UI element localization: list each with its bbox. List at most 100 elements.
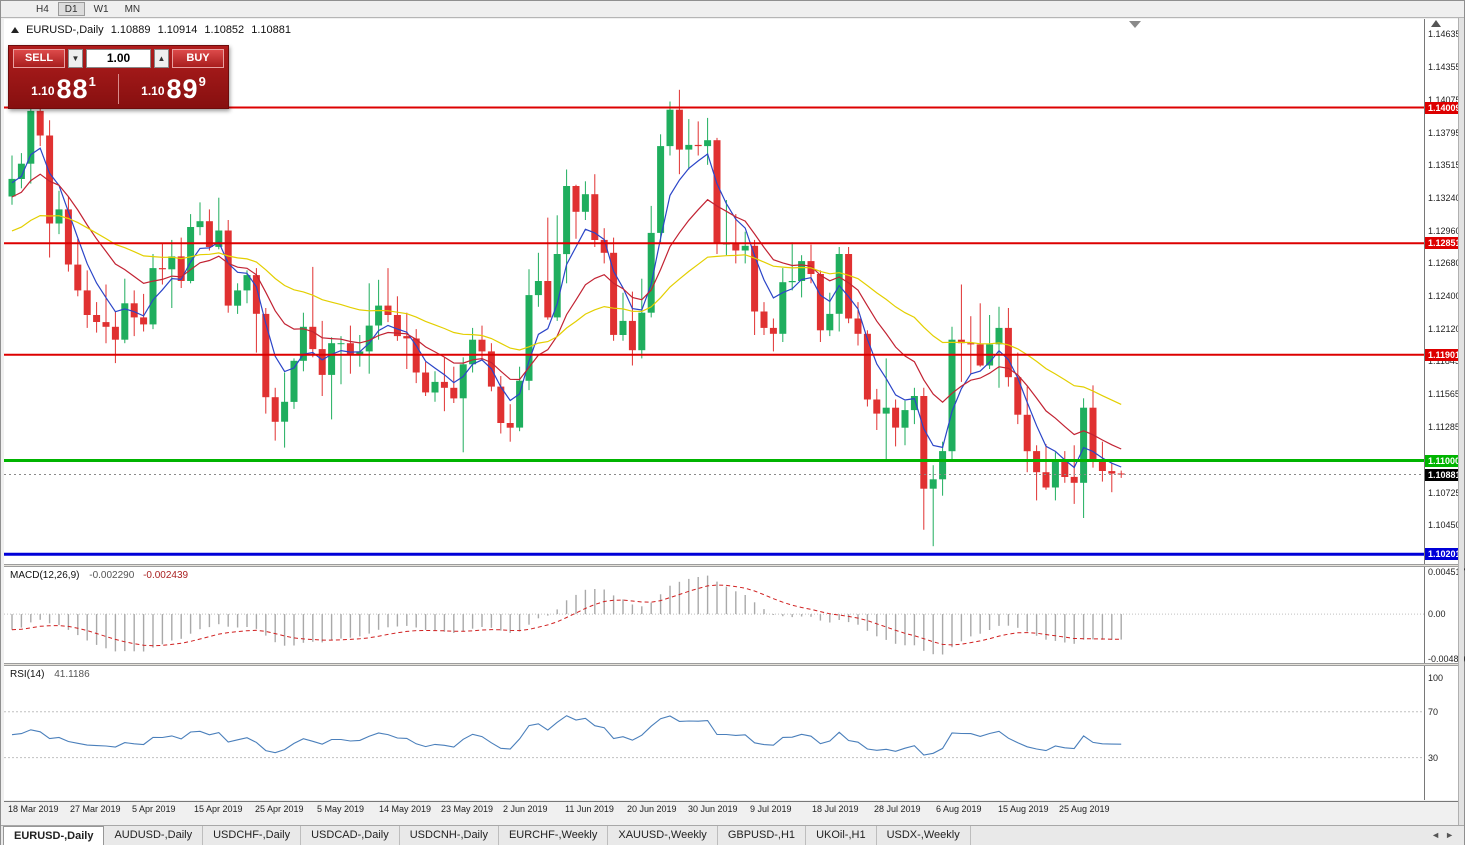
rsi-title: RSI(14) xyxy=(10,669,45,680)
sell-button[interactable]: SELL xyxy=(13,49,65,68)
date-label: 6 Aug 2019 xyxy=(936,804,982,814)
chart-tab-eurusd[interactable]: EURUSD-,Daily xyxy=(3,826,105,845)
date-label: 5 Apr 2019 xyxy=(132,804,176,814)
price-axis[interactable]: 1.14635 1.14355 1.14075 1.13795 1.13515 1.132… xyxy=(1424,19,1465,800)
price-scale-marker-icon xyxy=(1431,20,1441,27)
price-chart-panel[interactable]: EURUSD-,Daily 1.10889 1.10914 1.10852 1.… xyxy=(4,19,1424,564)
trade-controls-row: SELL ▼ 1.00 ▲ BUY xyxy=(9,46,228,70)
toolbar-period-d1-button[interactable]: D1 xyxy=(57,2,85,16)
one-click-expand-icon[interactable] xyxy=(11,27,19,33)
price-line-badge: 1.10881 xyxy=(1425,468,1461,481)
price-line-badge: 1.10201 xyxy=(1425,548,1461,561)
date-label: 27 Mar 2019 xyxy=(70,804,121,814)
buy-button[interactable]: BUY xyxy=(172,49,224,68)
date-label: 9 Jul 2019 xyxy=(750,804,792,814)
axis-tick-label: 100 xyxy=(1428,672,1444,683)
splitter-macd-rsi[interactable] xyxy=(4,663,1460,666)
price-line-badge: 1.14009 xyxy=(1425,101,1461,114)
bid-prefix: 1.10 xyxy=(31,83,55,98)
price-line-badge: 1.11000 xyxy=(1425,454,1460,467)
rsi-header: RSI(14) 41.1186 xyxy=(10,669,90,680)
date-label: 15 Aug 2019 xyxy=(998,804,1049,814)
date-label: 5 May 2019 xyxy=(317,804,365,814)
date-label: 30 Jun 2019 xyxy=(688,804,738,814)
axis-tick-label: 1.10450 xyxy=(1428,520,1461,530)
axis-tick-label: 1.10725 xyxy=(1428,487,1461,498)
axis-tick-label: 1.13240 xyxy=(1428,192,1461,203)
macd-canvas[interactable] xyxy=(4,567,1424,663)
axis-tick-label: 1.14635 xyxy=(1428,29,1461,39)
chart-tabs: EURUSD-,Daily AUDUSD-,Daily USDCHF-,Daily U… xyxy=(1,826,971,845)
chart-tab-usdcnh[interactable]: USDCNH-,Daily xyxy=(400,826,499,845)
toolbar-period-h4-button[interactable]: H4 xyxy=(36,4,49,15)
date-label: 23 May 2019 xyxy=(441,804,494,814)
tab-scroll-right-icon[interactable]: ► xyxy=(1445,830,1454,840)
volume-increase-button[interactable]: ▲ xyxy=(154,49,169,68)
one-click-trading-panel: SELL ▼ 1.00 ▲ BUY 1.10881 1.10899 xyxy=(8,45,229,109)
axis-tick-label: 1.11285 xyxy=(1428,422,1460,433)
axis-tick-label: 1.12400 xyxy=(1428,291,1461,302)
axis-tick-label: 1.11845 xyxy=(1428,356,1460,367)
price-chart-canvas[interactable] xyxy=(4,19,1424,564)
axis-tick-label: 1.14355 xyxy=(1428,61,1461,72)
rsi-indicator-panel[interactable]: RSI(14) 41.1186 xyxy=(4,666,1424,800)
time-axis[interactable]: 18 Mar 2019 27 Mar 2019 5 Apr 2019 15 Apr 2… xyxy=(4,801,1460,817)
date-label: 25 Aug 2019 xyxy=(1059,804,1110,814)
tab-scroll-arrows: ◄ ► xyxy=(1421,826,1464,845)
chart-tab-audusd[interactable]: AUDUSD-,Daily xyxy=(104,826,204,845)
price-line-badge: 1.11901 xyxy=(1425,348,1460,361)
macd-signal-value: -0.002439 xyxy=(143,570,189,581)
volume-field[interactable]: 1.00 xyxy=(86,49,151,68)
date-label: 18 Jul 2019 xyxy=(812,804,859,814)
chart-tab-usdchf[interactable]: USDCHF-,Daily xyxy=(203,826,302,845)
right-scrollbar[interactable] xyxy=(1458,18,1464,845)
axis-tick-label: 30 xyxy=(1428,752,1439,763)
tab-scroll-left-icon[interactable]: ◄ xyxy=(1431,830,1441,840)
bid-price[interactable]: 1.10881 xyxy=(9,74,118,105)
axis-tick-label: 70 xyxy=(1428,706,1439,717)
axis-tick-label: 1.13515 xyxy=(1428,160,1461,171)
chart-tab-usdx[interactable]: USDX-,Weekly xyxy=(877,826,971,845)
ask-prefix: 1.10 xyxy=(141,83,165,98)
rsi-canvas[interactable] xyxy=(4,666,1424,800)
axis-tick-label: 1.12680 xyxy=(1428,258,1461,269)
ask-digits: 89 xyxy=(166,73,199,104)
price-line-badge: 1.12851 xyxy=(1425,237,1461,250)
rsi-value: 41.1186 xyxy=(54,669,90,680)
toolbar-period-w1-button[interactable]: W1 xyxy=(93,4,109,15)
axis-tick-label: -0.004806 xyxy=(1428,654,1465,665)
trade-prices-row: 1.10881 1.10899 xyxy=(9,70,228,108)
date-label: 28 Jul 2019 xyxy=(874,804,921,814)
axis-tick-label: 1.12960 xyxy=(1428,225,1461,236)
macd-header: MACD(12,26,9) -0.002290 -0.002439 xyxy=(10,570,188,581)
date-label: 2 Jun 2019 xyxy=(503,804,548,814)
macd-indicator-panel[interactable]: MACD(12,26,9) -0.002290 -0.002439 xyxy=(4,567,1424,663)
chart-tab-usdcad[interactable]: USDCAD-,Daily xyxy=(301,826,400,845)
date-label: 25 Apr 2019 xyxy=(255,804,304,814)
volume-decrease-button[interactable]: ▼ xyxy=(68,49,83,68)
chart-low-value: 1.10852 xyxy=(204,24,245,36)
macd-main-value: -0.002290 xyxy=(89,570,135,581)
toolbar-period-mn-button[interactable]: MN xyxy=(124,4,141,15)
chart-close-value: 1.10881 xyxy=(251,24,291,36)
splitter-main-macd[interactable] xyxy=(4,564,1460,567)
date-label: 18 Mar 2019 xyxy=(8,804,59,814)
chart-title: EURUSD-,Daily 1.10889 1.10914 1.10852 1.… xyxy=(11,24,295,36)
axis-tick-label: 1.11565 xyxy=(1428,389,1460,400)
chart-tab-eurchf[interactable]: EURCHF-,Weekly xyxy=(499,826,609,845)
date-label: 15 Apr 2019 xyxy=(194,804,243,814)
chart-tab-ukoil[interactable]: UKOil-,H1 xyxy=(806,826,877,845)
chart-tab-gbpusd[interactable]: GBPUSD-,H1 xyxy=(718,826,807,845)
date-label: 20 Jun 2019 xyxy=(627,804,677,814)
axis-tick-label: 1.12120 xyxy=(1428,324,1461,335)
date-label: 14 May 2019 xyxy=(379,804,432,814)
ask-price[interactable]: 1.10899 xyxy=(119,74,228,105)
axis-tick-label: 0.004517 xyxy=(1428,566,1465,577)
bid-digits: 88 xyxy=(56,73,89,104)
top-toolbar: H4 D1 W1 MN xyxy=(1,1,1464,18)
chart-tab-xauusd[interactable]: XAUUSD-,Weekly xyxy=(608,826,718,845)
chart-tab-bar: EURUSD-,Daily AUDUSD-,Daily USDCHF-,Daily U… xyxy=(1,825,1464,845)
chart-symbol-label: EURUSD-,Daily xyxy=(26,24,104,36)
price-divider xyxy=(118,74,119,104)
